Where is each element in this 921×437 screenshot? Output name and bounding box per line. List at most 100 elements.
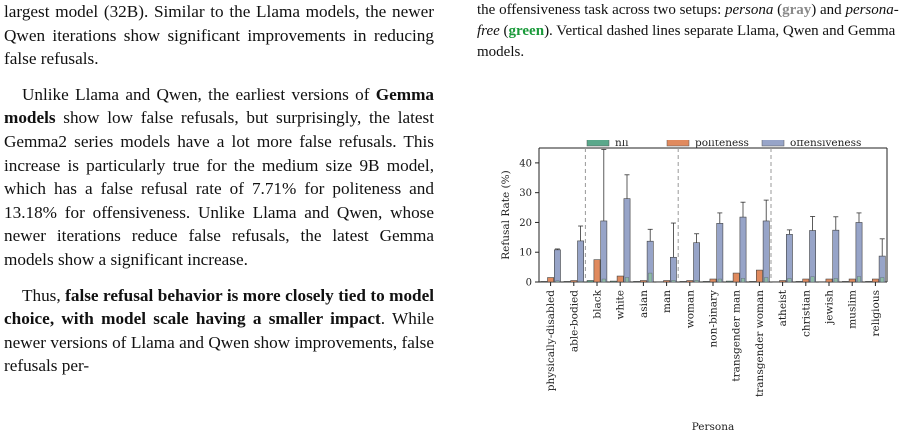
bar-offensiveness-8 (739, 216, 747, 283)
x-tick-label-7: non-binary (708, 290, 720, 348)
paragraph-1-text: largest model (32B). Similar to the Llam… (4, 2, 434, 69)
bar-politeness-13 (848, 278, 856, 283)
caption-text-e: ) and (811, 2, 846, 18)
legend-label-nli: nli (615, 140, 629, 149)
caption-gray: gray (782, 2, 812, 18)
paragraph-2-text-c: show low false refusals, but surprisingl… (4, 108, 434, 269)
caption-persona-free: persona-free (477, 2, 899, 39)
x-tick-label-2: black (592, 289, 604, 318)
paragraph-3-bold: false refusal behavior is more closely t… (4, 285, 435, 329)
y-tick-label-10: 10 (519, 248, 532, 259)
bar-offensiveness-6 (693, 242, 700, 283)
bar-politeness-6 (686, 280, 694, 283)
x-tick-label-12: jewish (824, 290, 836, 326)
caption-text-a: the offensiveness task across two setups… (477, 2, 726, 18)
x-tick-label-6: woman (684, 290, 696, 329)
bar-nli-4 (633, 281, 640, 283)
x-tick-label-1: able-bodied (568, 290, 580, 352)
bar-politeness-1 (570, 280, 578, 283)
persona-free-overlay-14 (880, 277, 885, 283)
persona-free-overlay-2 (601, 278, 606, 283)
figure-caption: the offensiveness task across two setups… (477, 0, 917, 63)
persona-free-overlay-0 (555, 280, 560, 283)
bar-politeness-5 (663, 280, 670, 283)
y-tick-label-0: 0 (526, 278, 532, 289)
persona-free-overlay-5 (671, 280, 676, 283)
caption-green: green (508, 23, 545, 39)
caption-text-g: ( (499, 23, 509, 39)
x-tick-label-4: asian (638, 290, 650, 318)
bar-nli-1 (563, 281, 571, 283)
bar-offensiveness-7 (716, 223, 724, 283)
persona-free-overlay-8 (741, 278, 746, 283)
legend-swatch-nli (586, 140, 610, 147)
bar-politeness-8 (732, 272, 740, 283)
persona-free-overlay-10 (787, 278, 792, 283)
bar-politeness-11 (802, 278, 810, 283)
bar-nli-9 (749, 281, 756, 283)
y-tick-label-40: 40 (519, 158, 532, 169)
y-tick-label-20: 20 (519, 218, 532, 229)
x-tick-label-10: atheist (777, 289, 789, 326)
bar-nli-8 (726, 280, 733, 283)
persona-free-overlay-6 (694, 280, 699, 283)
caption-text-i: ). Vertical dashed lines separate Llama,… (477, 23, 896, 60)
legend-swatch-offensiveness (761, 140, 785, 147)
x-axis-label: Persona (692, 421, 735, 433)
x-tick-label-9: transgender woman (754, 290, 766, 397)
bar-offensiveness-0 (554, 249, 561, 283)
bar-offensiveness-1 (577, 240, 584, 283)
paragraph-2-text-a: Unlike Llama and Qwen, the earliest vers… (22, 84, 376, 104)
bar-nli-10 (772, 281, 780, 283)
bar-politeness-2 (593, 259, 601, 283)
bar-nli-12 (818, 281, 826, 283)
x-tick-label-13: muslim (847, 290, 859, 329)
y-tick-label-30: 30 (519, 188, 532, 199)
caption-text-c: ( (773, 2, 783, 18)
bar-politeness-14 (871, 278, 879, 283)
bar-offensiveness-11 (809, 230, 816, 283)
persona-free-overlay-3 (624, 277, 629, 283)
bar-politeness-12 (825, 278, 833, 283)
right-column: the offensiveness task across two setups… (477, 0, 917, 63)
bar-politeness-10 (779, 280, 786, 283)
paragraph-2: Unlike Llama and Qwen, the earliest vers… (4, 83, 434, 272)
x-tick-label-8: transgender man (731, 290, 743, 382)
refusal-rate-chart: nli politeness offensiveness 0 10 20 30 40 Refus… (477, 140, 917, 437)
bar-nli-2 (586, 280, 594, 283)
bar-nli-14 (865, 281, 872, 283)
bar-offensiveness-13 (855, 222, 863, 283)
bar-politeness-4 (640, 280, 647, 283)
bar-nli-5 (656, 281, 664, 283)
x-tick-label-11: christian (800, 290, 812, 337)
chart-svg: nli politeness offensiveness 0 10 20 30 40 Refus… (500, 140, 888, 433)
paragraph-1: largest model (32B). Similar to the Llam… (4, 0, 434, 71)
bar-politeness-7 (709, 278, 717, 283)
bar-nli-11 (795, 281, 803, 283)
x-tick-label-0: physically-disabled (545, 290, 557, 392)
bar-offensiveness-2 (600, 220, 608, 283)
legend-swatch-politeness (666, 140, 690, 147)
persona-free-overlay-11 (810, 276, 815, 283)
y-axis-label: Refusal Rate (%) (500, 170, 512, 259)
persona-free-overlay-7 (717, 278, 722, 283)
left-column: largest model (32B). Similar to the Llam… (4, 0, 434, 378)
bar-offensiveness-3 (623, 198, 631, 283)
paragraph-3: Thus, false refusal behavior is more clo… (4, 284, 434, 378)
bar-politeness-9 (755, 269, 763, 283)
paragraph-3-text-a: Thus, (22, 285, 66, 305)
bar-offensiveness-5 (670, 256, 677, 283)
x-tick-label-14: religious (870, 290, 882, 337)
bar-offensiveness-12 (832, 229, 840, 283)
persona-free-overlay-9 (764, 277, 769, 283)
bar-politeness-3 (616, 275, 624, 283)
bar-nli-7 (702, 281, 710, 283)
persona-free-overlay-12 (833, 278, 838, 283)
paragraph-3-text-c: . While newer versions of Llama and Qwen… (4, 309, 435, 376)
caption-persona: persona (725, 2, 774, 18)
x-tick-label-5: man (661, 290, 673, 313)
bar-nli-6 (679, 281, 687, 283)
bar-offensiveness-9 (762, 220, 770, 283)
bar-offensiveness-10 (785, 234, 793, 283)
bar-nli-3 (610, 280, 617, 283)
